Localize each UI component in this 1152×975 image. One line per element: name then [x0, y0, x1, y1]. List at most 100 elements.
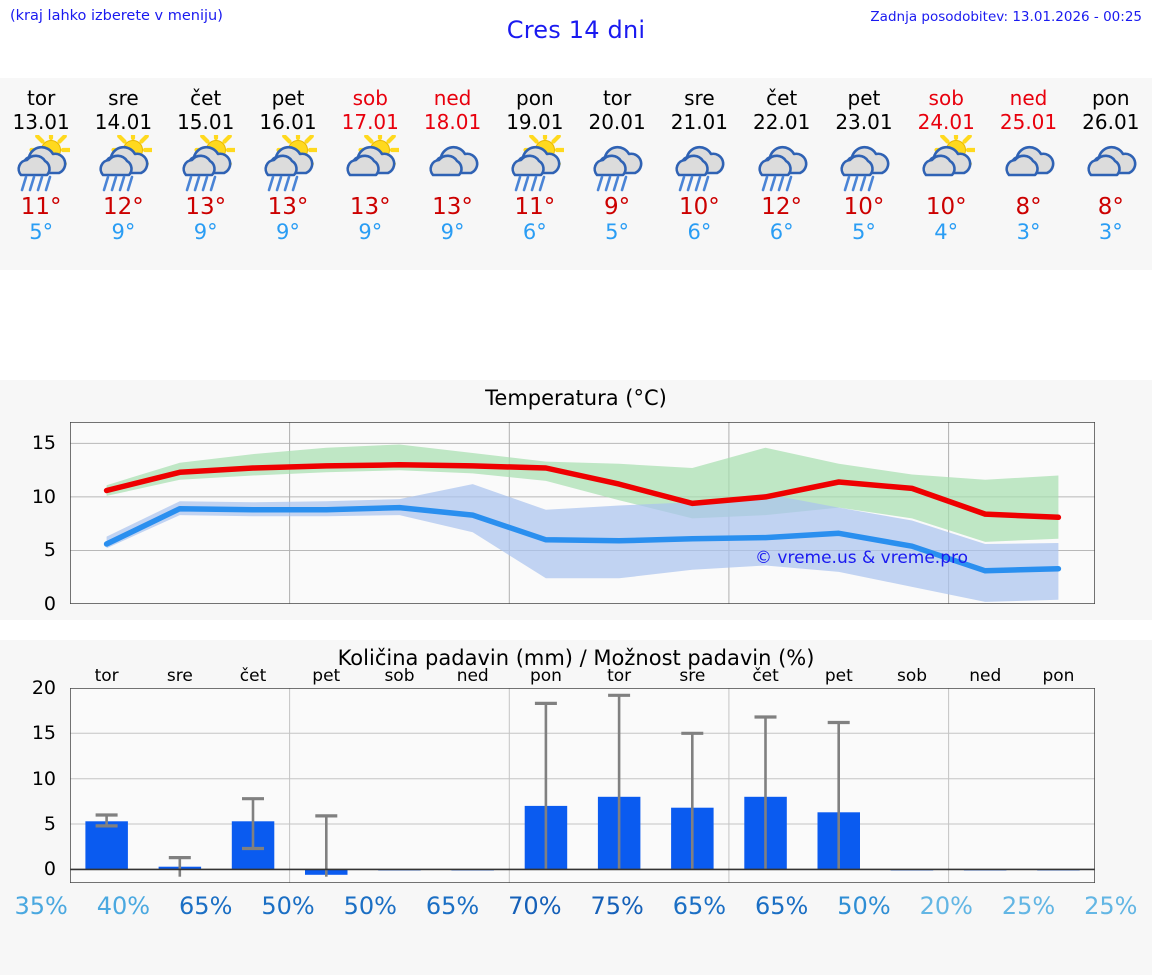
day-min-temp: 9° [440, 220, 465, 244]
precipitation-probability: 65% [425, 892, 480, 920]
day-of-week-label: sre [108, 86, 139, 110]
day-min-temp: 6° [769, 220, 794, 244]
precipitation-day-label: čet [752, 666, 779, 686]
day-min-temp: 5° [852, 220, 876, 244]
temperature-chart-panel: Temperatura (°C) 0 5 10 15 © vreme.us & vre… [0, 380, 1152, 620]
day-min-temp: 9° [276, 220, 300, 244]
day-min-temp: 9° [193, 220, 218, 244]
temperature-y-tick: 15 [31, 432, 56, 455]
day-column[interactable]: ned 18.01 13° 9° [411, 78, 493, 270]
day-column[interactable]: ned 25.01 8° 3° [987, 78, 1069, 270]
precipitation-probability: 50% [837, 892, 891, 920]
day-date-label: 16.01 [259, 110, 317, 134]
precipitation-probability: 70% [508, 892, 562, 920]
day-of-week-label: sob [928, 86, 964, 110]
day-column[interactable]: pon 19.01 11° 6° [494, 78, 576, 270]
precipitation-day-label: ned [456, 666, 489, 686]
precipitation-day-label: tor [94, 666, 119, 686]
temperature-plot [70, 422, 1095, 604]
day-date-label: 26.01 [1082, 110, 1140, 134]
day-column[interactable]: čet 15.01 13° 9° [165, 78, 247, 270]
page-header: (kraj lahko izberete v meniju) Cres 14 d… [0, 0, 1152, 58]
day-column[interactable]: sre 21.01 10° 6° [658, 78, 740, 270]
precipitation-day-label: pon [1042, 666, 1075, 686]
precipitation-day-label: ned [969, 666, 1002, 686]
day-column[interactable]: pet 23.01 10° 5° [823, 78, 905, 270]
day-max-temp: 13° [267, 194, 309, 220]
day-min-temp: 3° [1016, 220, 1041, 244]
day-max-temp: 13° [432, 194, 473, 220]
day-date-label: 22.01 [753, 110, 811, 134]
day-date-label: 18.01 [423, 110, 482, 134]
precipitation-probability: 65% [672, 892, 727, 920]
cloud-rain-icon [668, 136, 730, 192]
day-of-week-label: pon [516, 86, 554, 110]
precipitation-probability: 75% [590, 892, 644, 920]
day-max-temp: 8° [1097, 194, 1124, 220]
day-column[interactable]: pon 26.01 8° 3° [1070, 78, 1152, 270]
day-date-label: 14.01 [94, 110, 153, 134]
precipitation-chart-panel: Količina padavin (mm) / Možnost padavin … [0, 640, 1152, 975]
cloud-icon [998, 136, 1060, 192]
sun-cloud-icon [339, 135, 401, 192]
cloud-icon [422, 136, 484, 192]
sun-cloud-rain-icon [10, 135, 72, 192]
precipitation-chart-title: Količina padavin (mm) / Možnost padavin … [337, 646, 815, 670]
temperature-y-tick: 5 [43, 539, 56, 562]
day-column[interactable]: tor 13.01 11° 5° [0, 78, 82, 270]
day-column[interactable]: pet 16.01 13° 9° [247, 78, 329, 270]
day-min-temp: 9° [111, 220, 136, 244]
temperature-y-tick: 0 [43, 593, 56, 615]
day-column[interactable]: sob 17.01 13° 9° [329, 78, 411, 270]
precipitation-day-label: pon [529, 666, 562, 686]
day-date-label: 23.01 [835, 110, 893, 134]
sun-cloud-icon [915, 135, 977, 192]
sun-cloud-rain-icon [175, 135, 237, 192]
day-column[interactable]: sre 14.01 12° 9° [82, 78, 164, 270]
cloud-rain-icon [751, 136, 813, 192]
cloud-rain-icon [586, 136, 648, 192]
precipitation-y-tick: 15 [31, 722, 56, 745]
day-date-label: 20.01 [588, 110, 646, 134]
last-updated-label: Zadnja posodobitev: 13.01.2026 - 00:25 [870, 9, 1142, 25]
precipitation-probability: 25% [1084, 892, 1138, 920]
day-date-label: 13.01 [12, 110, 70, 134]
precipitation-y-tick: 5 [43, 813, 56, 836]
day-max-temp: 10° [925, 194, 967, 220]
day-date-label: 15.01 [177, 110, 235, 134]
day-max-temp: 13° [349, 194, 391, 220]
precipitation-probability: 25% [1001, 892, 1056, 920]
day-of-week-label: pon [1091, 86, 1130, 110]
day-min-temp: 5° [29, 220, 54, 244]
cloud-icon [1080, 136, 1142, 192]
precipitation-x-axis-labels: tor sre čet pet sob ned pon tor sre čet pet sob ned p… [70, 666, 1095, 688]
precipitation-probability: 20% [919, 892, 973, 920]
day-of-week-label: čet [190, 86, 222, 110]
day-max-temp: 10° [843, 194, 885, 220]
day-min-temp: 6° [687, 220, 712, 244]
precipitation-day-label: sob [896, 666, 928, 686]
precipitation-probability: 35% [14, 892, 68, 920]
precipitation-day-label: pet [312, 666, 341, 686]
day-column[interactable]: sob 24.01 10° 4° [905, 78, 987, 270]
sun-cloud-rain-icon [92, 135, 154, 192]
day-date-label: 21.01 [670, 110, 729, 134]
precipitation-day-label: sre [679, 666, 706, 686]
day-column[interactable]: čet 22.01 12° 6° [741, 78, 823, 270]
daily-forecast-strip: tor 13.01 11° 5° sre 14.01 12° 9° čet 15.01 13° 9° p… [0, 78, 1152, 270]
cloud-rain-icon [833, 136, 895, 192]
day-min-temp: 6° [522, 220, 547, 244]
day-date-label: 17.01 [341, 110, 399, 134]
precipitation-day-label: čet [239, 666, 267, 686]
day-of-week-label: tor [602, 86, 632, 110]
day-min-temp: 9° [358, 220, 383, 244]
precipitation-probability-row: 35% 40% 65% 50% 50% 65% 70% 75% 65% 65% 50% 20% 25% 2… [0, 892, 1152, 932]
location-menu-note[interactable]: (kraj lahko izberete v meniju) [10, 8, 223, 24]
day-min-temp: 4° [934, 220, 959, 244]
precipitation-probability: 50% [261, 892, 315, 920]
day-of-week-label: sob [352, 86, 388, 110]
day-max-temp: 11° [514, 194, 556, 220]
day-column[interactable]: tor 20.01 9° 5° [576, 78, 658, 270]
day-of-week-label: tor [26, 86, 56, 110]
temperature-chart-title: Temperatura (°C) [485, 386, 667, 410]
